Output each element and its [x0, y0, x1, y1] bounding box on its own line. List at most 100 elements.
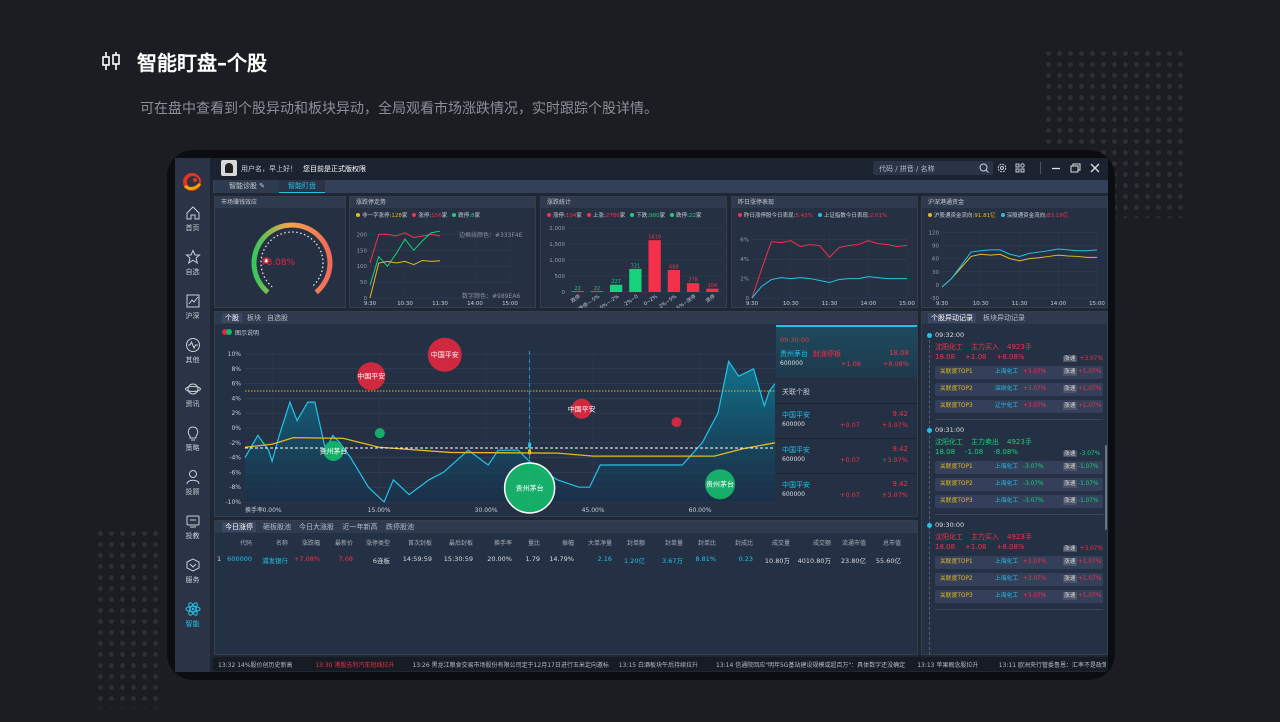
- column-header[interactable]: 封成比: [734, 540, 753, 547]
- table-cell: 23.80亿: [840, 557, 866, 565]
- tab-smart-diagnosis[interactable]: 智能诊股 ✎: [215, 180, 279, 193]
- column-header[interactable]: 流通市值: [841, 540, 866, 547]
- sidebar-item-label: 沪深: [185, 312, 200, 320]
- selected-stock-card[interactable]: 09:30:00 贵州茅台 封涨停板 18.08 600000 +1.08 +8…: [776, 325, 917, 377]
- sidebar-item-atom[interactable]: 智能: [175, 601, 210, 629]
- related-stock-row[interactable]: 中国平安 9.42 600000 +0.07 +3.07%: [776, 438, 917, 472]
- column-header[interactable]: 涨停类型: [365, 540, 390, 547]
- column-header[interactable]: 成交额: [812, 540, 831, 547]
- settings-icon[interactable]: [997, 163, 1007, 173]
- related-top-row[interactable]: 关联度TOP1 上海化工 -3.07% 涨速 -1.07%: [935, 461, 1103, 474]
- bar[interactable]: [609, 284, 623, 292]
- column-header[interactable]: 首次封板: [407, 540, 432, 547]
- sidebar-item-planet[interactable]: 资讯: [175, 381, 210, 409]
- restore-icon[interactable]: [1070, 163, 1081, 173]
- minimize-icon[interactable]: [1051, 163, 1061, 173]
- event-stock[interactable]: 沈阳化工: [935, 343, 963, 351]
- column-header[interactable]: 名称: [275, 540, 288, 547]
- bar[interactable]: [686, 283, 700, 292]
- related-top-row[interactable]: 关联度TOP2 上海化工 -3.07% 涨速 -1.07%: [935, 478, 1103, 491]
- news-item[interactable]: 13:30 港股吉利汽车短线拉升: [315, 662, 395, 669]
- bar[interactable]: [667, 269, 681, 292]
- news-item[interactable]: 13:13 苹果概念股拉升: [917, 662, 979, 669]
- tab-stock[interactable]: 个股: [222, 313, 242, 323]
- column-header[interactable]: 大单净量: [587, 540, 612, 547]
- table-cell[interactable]: 浦发银行: [262, 557, 288, 565]
- related-top-row[interactable]: 关联度TOP1 上海化工 +3.07% 涨速 +1.07%: [935, 366, 1103, 379]
- sidebar-item-home[interactable]: 首页: [175, 205, 210, 233]
- table-tab[interactable]: 近一年新高: [342, 523, 378, 531]
- table-cell[interactable]: 600000: [227, 555, 252, 563]
- related-top-row[interactable]: 关联度TOP3 上海化工 +3.07% 涨速 +1.07%: [935, 590, 1103, 603]
- sidebar-item-chart[interactable]: 沪深: [175, 293, 210, 321]
- avatar[interactable]: [221, 160, 237, 176]
- tab-sector-events[interactable]: 板块异动记录: [983, 314, 1025, 322]
- news-item[interactable]: 13:15 白酒板块午后持续拉升: [618, 662, 698, 669]
- related-stock-row[interactable]: 中国平安 9.42 600000 +0.07 +3.07%: [776, 473, 917, 507]
- table-tab[interactable]: 跌停股池: [386, 523, 414, 531]
- sidebar-item-wave[interactable]: 其他: [175, 337, 210, 365]
- column-header[interactable]: 振幅: [561, 540, 574, 547]
- table-tab[interactable]: 今日大涨股: [299, 523, 334, 531]
- tab-stock-events[interactable]: 个股异动记录: [928, 313, 976, 323]
- bubble[interactable]: [671, 417, 682, 428]
- sidebar-item-star[interactable]: 自选: [175, 249, 210, 277]
- related-top-row[interactable]: 关联度TOP3 上海化工 -3.07% 涨速 -1.07%: [935, 495, 1103, 508]
- bubble[interactable]: [427, 337, 462, 372]
- bar[interactable]: [706, 288, 719, 292]
- column-header[interactable]: 量比: [527, 540, 540, 547]
- legend-dot: [928, 213, 932, 217]
- column-header[interactable]: 封单额: [626, 540, 645, 547]
- column-header[interactable]: 最新价: [334, 540, 353, 547]
- news-item[interactable]: 13:14 信通院回应"明年5G基站建设规模或超百万"：具体数字还没确定: [716, 662, 906, 669]
- related-top-row[interactable]: 关联度TOP2 深圳化工 +3.07% 涨速 +1.07%: [935, 383, 1103, 396]
- search-icon[interactable]: [979, 163, 989, 173]
- event-stock[interactable]: 沈阳化工: [935, 438, 963, 446]
- bubble[interactable]: [705, 469, 736, 500]
- speed-value: +1.07%: [1078, 386, 1102, 392]
- bubble[interactable]: [357, 362, 386, 391]
- column-header[interactable]: 成交量: [771, 540, 790, 547]
- search-input[interactable]: 代码 / 拼音 / 名称: [873, 161, 993, 175]
- bar[interactable]: [590, 291, 604, 292]
- bubble[interactable]: [503, 462, 556, 514]
- tab-smart-monitor[interactable]: 智能盯盘: [279, 180, 325, 193]
- close-icon[interactable]: [1090, 163, 1100, 173]
- bar[interactable]: [629, 268, 642, 292]
- news-item[interactable]: 13:11 欧洲央行管委鲁恩：汇率不是政策目标，但会产生: [998, 662, 1106, 669]
- table-tab[interactable]: 砸板股池: [263, 523, 291, 531]
- bubble[interactable]: [571, 398, 592, 419]
- sidebar-item-advisor[interactable]: 投顾: [175, 469, 210, 497]
- legend: 昨日涨停股今日表现:5.43% 上证指数今日表现:2.01%: [733, 211, 887, 219]
- table-tab[interactable]: 今日涨停: [222, 522, 256, 532]
- sidebar-item-bulb[interactable]: 策略: [175, 425, 210, 453]
- bar[interactable]: [648, 240, 661, 292]
- event-stock[interactable]: 沈阳化工: [935, 533, 963, 541]
- related-top-row[interactable]: 关联度TOP2 上海化工 +3.07% 涨速 +1.07%: [935, 573, 1103, 586]
- tab-sector[interactable]: 板块: [247, 314, 261, 322]
- related-top-row[interactable]: 关联度TOP3 辽宁化工 +3.07% 涨速 +1.07%: [935, 400, 1103, 413]
- sidebar-item-screen[interactable]: 投教: [175, 513, 210, 541]
- bubble[interactable]: [374, 428, 385, 439]
- tab-watchlist[interactable]: 自选股: [267, 314, 288, 322]
- column-header[interactable]: 总市值: [882, 540, 901, 547]
- column-header[interactable]: 封单比: [697, 540, 716, 547]
- events-scrollbar[interactable]: [1105, 445, 1107, 530]
- news-item[interactable]: 13:32 14%股价创历史新高: [218, 662, 293, 669]
- column-header[interactable]: 换手率: [493, 540, 512, 547]
- related-stock-row[interactable]: 中国平安 9.42 600000 +0.07 +3.07%: [776, 403, 917, 437]
- column-header[interactable]: 代码: [239, 540, 252, 547]
- bubble-chart[interactable]: 10% 8% 6% 4% 2% 0% -2% -4% -6% -8% -10% 0.00% 15.00%…: [215, 325, 775, 517]
- column-header[interactable]: 最后封板: [448, 540, 473, 547]
- average-line: [244, 436, 775, 457]
- apps-icon[interactable]: [1015, 163, 1025, 173]
- related-top-row[interactable]: 关联度TOP1 上海化工 +3.07% 涨速 +1.07%: [935, 556, 1103, 569]
- stock-change: +0.07: [840, 421, 860, 429]
- bubble[interactable]: [323, 440, 344, 461]
- sidebar-item-service[interactable]: 服务: [175, 557, 210, 585]
- column-header[interactable]: 涨跌幅: [301, 540, 320, 547]
- news-item[interactable]: 13:26 黑龙江粮食交易市场股份有限公司定于12月17日进行玉米定向邀标: [412, 662, 609, 669]
- column-header[interactable]: 封单量: [664, 540, 683, 547]
- bar[interactable]: [571, 291, 584, 292]
- decor-dot-grid: [95, 528, 161, 708]
